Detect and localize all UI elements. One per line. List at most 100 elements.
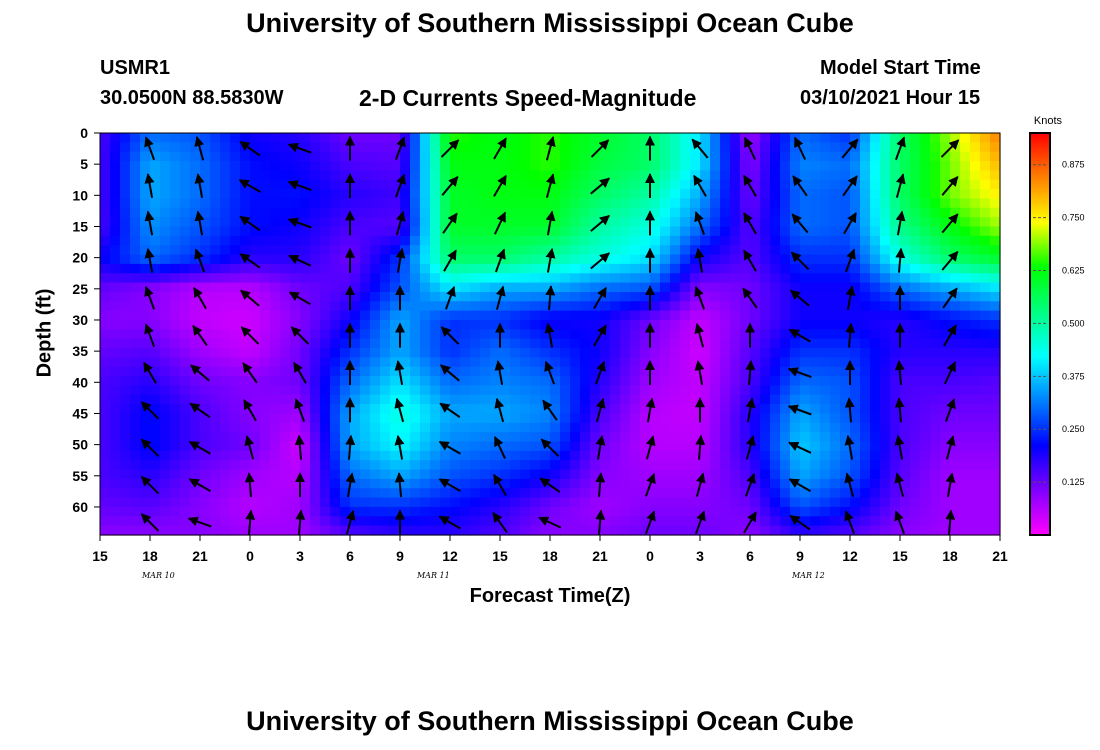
heatmap-cell xyxy=(280,506,291,517)
heatmap-cell xyxy=(990,329,1001,340)
heatmap-cell xyxy=(350,404,361,415)
heatmap-cell xyxy=(440,273,451,284)
heatmap-cell xyxy=(870,394,881,405)
heatmap-cell xyxy=(370,273,381,284)
heatmap-cell xyxy=(620,478,631,489)
heatmap-cell xyxy=(360,179,371,190)
heatmap-cell xyxy=(800,161,811,171)
heatmap-cell xyxy=(350,488,361,499)
heatmap-cell xyxy=(680,291,691,302)
heatmap-cell xyxy=(380,319,391,330)
heatmap-cell xyxy=(820,376,831,387)
heatmap-cell xyxy=(510,432,521,443)
heatmap-cell xyxy=(810,282,821,293)
heatmap-cell xyxy=(910,319,921,330)
heatmap-cell xyxy=(230,207,241,218)
heatmap-cell xyxy=(150,282,161,293)
heatmap-cell xyxy=(740,151,751,162)
heatmap-cell xyxy=(550,516,561,527)
heatmap-cell xyxy=(800,506,811,517)
heatmap-cell xyxy=(300,161,311,171)
heatmap-cell xyxy=(700,497,711,508)
heatmap-cell xyxy=(910,198,921,209)
heatmap-cell xyxy=(160,469,171,480)
heatmap-cell xyxy=(770,198,781,209)
y-tick-label: 40 xyxy=(72,374,88,390)
heatmap-cell xyxy=(980,142,991,153)
heatmap-cell xyxy=(130,198,141,209)
heatmap-cell xyxy=(180,385,191,396)
heatmap-cell xyxy=(120,235,131,246)
heatmap-cell xyxy=(970,245,981,256)
heatmap-cell xyxy=(920,189,931,200)
heatmap-cell xyxy=(730,516,741,527)
heatmap-cell xyxy=(660,506,671,517)
heatmap-cell xyxy=(600,310,611,321)
heatmap-cell xyxy=(130,516,141,527)
heatmap-cell xyxy=(350,198,361,209)
heatmap-cell xyxy=(480,179,491,190)
heatmap-cell xyxy=(460,310,471,321)
heatmap-cell xyxy=(630,469,641,480)
heatmap-cell xyxy=(240,385,251,396)
heatmap-cell xyxy=(440,376,451,387)
heatmap-cell xyxy=(440,469,451,480)
heatmap-cell xyxy=(380,310,391,321)
heatmap-cell xyxy=(380,516,391,527)
heatmap-cell xyxy=(380,441,391,452)
heatmap-cell xyxy=(240,376,251,387)
heatmap-cell xyxy=(910,516,921,527)
heatmap-cell xyxy=(850,319,861,330)
heatmap-cell xyxy=(180,254,191,265)
heatmap-cell xyxy=(230,263,241,274)
heatmap-cell xyxy=(570,348,581,358)
heatmap-cell xyxy=(630,506,641,517)
heatmap-cell xyxy=(220,282,231,293)
heatmap-cell xyxy=(830,235,841,246)
heatmap-cell xyxy=(350,394,361,405)
heatmap-cell xyxy=(200,394,211,405)
heatmap-cell xyxy=(300,301,311,312)
heatmap-cell xyxy=(380,198,391,209)
heatmap-cell xyxy=(250,310,261,321)
heatmap-cell xyxy=(370,506,381,517)
heatmap-cell xyxy=(100,404,111,415)
current-vector-arrow xyxy=(843,212,857,235)
heatmap-cell xyxy=(220,170,231,181)
heatmap-cell xyxy=(150,469,161,480)
heatmap-cell xyxy=(670,450,681,461)
heatmap-cell xyxy=(500,301,511,312)
heatmap-cell xyxy=(290,207,301,218)
heatmap-cell xyxy=(340,151,351,162)
heatmap-cell xyxy=(760,245,771,256)
heatmap-cell xyxy=(830,525,841,536)
heatmap-cell xyxy=(130,217,141,228)
heatmap-cell xyxy=(540,301,551,312)
heatmap-cell xyxy=(150,235,161,246)
heatmap-cell xyxy=(680,404,691,415)
heatmap-cell xyxy=(320,394,331,405)
heatmap-cell xyxy=(410,291,421,302)
heatmap-cell xyxy=(360,254,371,265)
heatmap-cell xyxy=(540,161,551,171)
heatmap-cell xyxy=(690,460,701,471)
heatmap-cell xyxy=(420,179,431,190)
heatmap-cell xyxy=(300,441,311,452)
heatmap-cell xyxy=(780,413,791,424)
heatmap-cell xyxy=(420,404,431,415)
heatmap-cell xyxy=(710,441,721,452)
heatmap-cell xyxy=(100,254,111,265)
heatmap-cell xyxy=(170,263,181,274)
heatmap-cell xyxy=(560,245,571,256)
heatmap-cell xyxy=(940,319,951,330)
heatmap-cell xyxy=(410,319,421,330)
heatmap-cell xyxy=(250,348,261,358)
heatmap-cell xyxy=(830,263,841,274)
heatmap-cell xyxy=(800,217,811,228)
heatmap-cell xyxy=(180,245,191,256)
heatmap-cell xyxy=(400,161,411,171)
heatmap-cell xyxy=(900,263,911,274)
heatmap-cell xyxy=(570,329,581,340)
heatmap-cell xyxy=(830,161,841,171)
heatmap-cell xyxy=(240,460,251,471)
